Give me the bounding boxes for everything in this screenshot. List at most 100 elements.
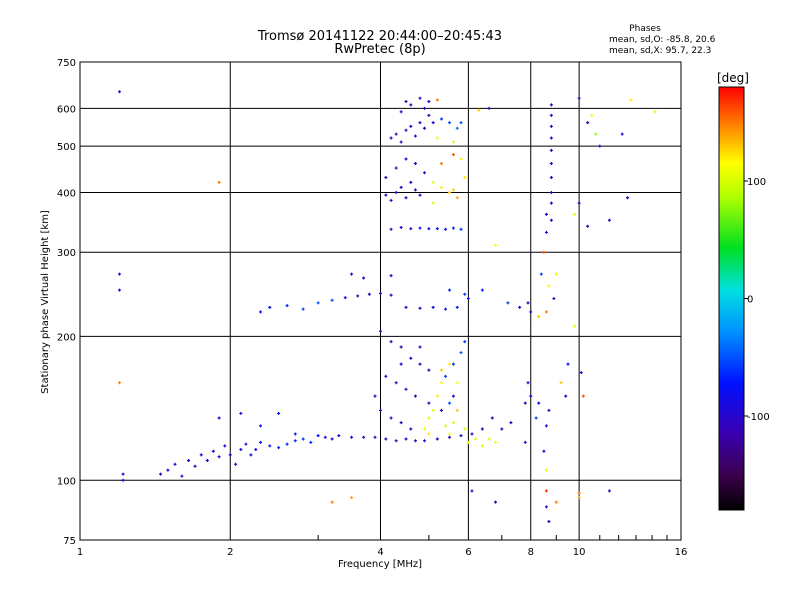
plot-area: 1 2 4 6 8 10 16 75 100 200 300 400 500 600 750: [57, 58, 687, 558]
data-point: [330, 298, 334, 302]
data-point: [544, 212, 548, 216]
data-point: [293, 439, 297, 443]
data-point: [418, 121, 422, 125]
data-point: [431, 121, 435, 125]
data-point: [205, 458, 209, 462]
plot-frame: [79, 61, 682, 541]
data-point: [448, 435, 452, 439]
data-point: [435, 437, 439, 441]
data-point: [463, 340, 467, 344]
y-axis-ticks: 75 100 200 300 400 500 600 750: [57, 58, 76, 547]
data-point: [418, 306, 422, 310]
data-point: [389, 416, 393, 420]
data-point: [518, 305, 522, 309]
data-point: [509, 421, 513, 425]
data-point: [350, 496, 354, 500]
data-point: [394, 166, 398, 170]
data-point: [523, 440, 527, 444]
data-point: [554, 500, 558, 504]
data-point: [466, 297, 470, 301]
data-point: [547, 519, 551, 523]
data-point: [394, 132, 398, 136]
data-point: [544, 310, 548, 314]
data-point: [448, 401, 452, 405]
data-point: [459, 227, 463, 231]
data-point: [418, 226, 422, 230]
data-point: [529, 310, 533, 314]
data-point: [118, 381, 122, 385]
colorbar-tick-label: -100: [747, 412, 770, 423]
data-point: [367, 292, 371, 296]
data-point: [121, 472, 125, 476]
data-point: [404, 305, 408, 309]
data-point: [440, 185, 443, 189]
data-point: [404, 387, 408, 391]
data-point: [259, 440, 263, 444]
data-point: [480, 427, 484, 431]
data-point: [554, 272, 558, 276]
data-point: [586, 121, 590, 125]
data-point: [577, 96, 581, 100]
data-point: [118, 272, 122, 276]
data-point: [629, 98, 633, 102]
data-point: [494, 440, 498, 444]
data-point: [399, 110, 403, 114]
data-point: [463, 175, 467, 179]
data-point: [547, 284, 551, 288]
data-point: [427, 113, 431, 117]
data-point: [455, 126, 459, 130]
data-point: [389, 340, 393, 344]
data-point: [399, 362, 403, 366]
colorbar-tick-label: 100: [747, 177, 766, 188]
data-point: [259, 310, 263, 314]
data-point: [448, 362, 452, 366]
data-point: [549, 201, 553, 205]
data-point: [440, 408, 443, 412]
data-point: [537, 401, 541, 405]
x-axis-ticks: 1 2 4 6 8 10 16: [77, 535, 687, 558]
data-point: [459, 434, 463, 438]
data-point: [373, 394, 377, 398]
data-point: [549, 161, 553, 165]
x-tick-label: 4: [377, 547, 383, 558]
data-point: [413, 188, 417, 192]
data-point: [549, 136, 553, 140]
data-point: [268, 305, 272, 309]
data-point: [559, 381, 563, 385]
data-point: [549, 124, 553, 128]
data-point: [301, 307, 305, 311]
data-point: [418, 193, 422, 197]
data-point: [413, 394, 417, 398]
data-point: [223, 444, 227, 448]
data-point: [422, 126, 426, 130]
data-point: [301, 437, 305, 441]
data-point: [394, 190, 398, 194]
y-tick-label: 600: [57, 104, 76, 115]
data-point: [549, 218, 553, 222]
data-point: [653, 110, 657, 114]
data-point: [625, 196, 629, 200]
data-point: [451, 394, 455, 398]
data-point: [427, 416, 431, 420]
data-point: [581, 394, 585, 398]
data-point: [427, 401, 431, 405]
data-point: [285, 442, 289, 446]
data-point: [118, 288, 122, 292]
data-point: [285, 304, 289, 308]
data-point: [542, 250, 546, 254]
data-point: [399, 421, 403, 425]
y-tick-label: 750: [57, 58, 76, 69]
data-point: [620, 132, 624, 136]
data-point: [399, 345, 403, 349]
data-point: [409, 227, 413, 231]
data-point: [451, 153, 455, 157]
phase-stat-o: mean, sd,O: -85.8, 20.6: [609, 35, 716, 45]
colorbar: [deg] 100 0 -100: [717, 71, 770, 511]
data-point: [431, 180, 435, 184]
data-point: [277, 411, 281, 415]
data-point: [217, 455, 221, 459]
data-point: [427, 227, 431, 231]
data-point: [549, 190, 553, 194]
data-point: [451, 421, 455, 425]
data-point: [356, 294, 360, 298]
